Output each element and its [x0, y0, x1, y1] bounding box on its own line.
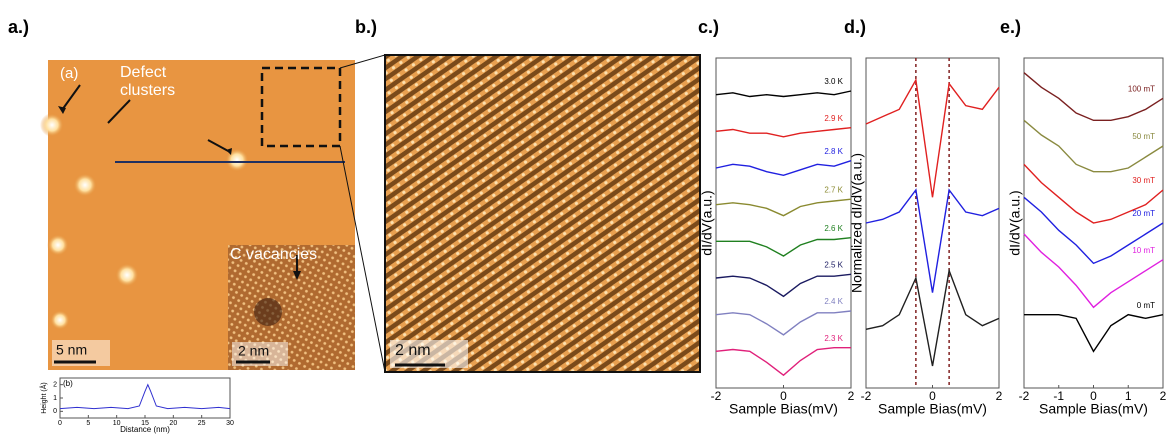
series-line	[715, 126, 852, 138]
image-b	[339, 54, 701, 373]
x-axis-label: Distance (nm)	[120, 425, 170, 434]
vacancy	[254, 298, 282, 326]
x-tick-label: -2	[711, 389, 722, 403]
y-tick-label: 2	[53, 382, 57, 389]
y-axis-label: Normalized dI/dV(a.u.)	[849, 153, 865, 293]
series-line	[1023, 72, 1164, 122]
series-label: 2.5 K	[824, 260, 843, 269]
scale-label: 2 nm	[238, 343, 269, 359]
x-tick-label: 2	[996, 389, 1003, 403]
x-tick-label: 5	[86, 420, 90, 427]
series-label: 2.9 K	[824, 114, 843, 123]
scale-label: 2 nm	[395, 342, 431, 359]
image-label: (a)	[60, 65, 78, 82]
scale-bg	[390, 340, 468, 368]
series-line	[865, 77, 1000, 198]
y-tick-label: 1	[53, 395, 57, 402]
series-label: 2.7 K	[824, 185, 843, 194]
x-tick-label: -2	[861, 389, 872, 403]
x-axis-label: Sample Bias(mV)	[1039, 401, 1148, 417]
x-tick-label: 20	[169, 420, 177, 427]
series-line	[1024, 313, 1164, 353]
arrows	[61, 84, 298, 275]
series-label: 30 mT	[1132, 176, 1155, 185]
series-label: 2.4 K	[824, 297, 843, 306]
series-label: 2.3 K	[824, 334, 843, 343]
series-line	[865, 268, 1000, 367]
panel-label: c.)	[698, 17, 719, 37]
zoom-lines	[339, 54, 386, 373]
x-tick-label: -2	[1019, 389, 1030, 403]
series-line	[865, 188, 1000, 293]
series-label: 10 mT	[1132, 246, 1155, 255]
series-label: 2.6 K	[824, 224, 843, 233]
series-label: 3.0 K	[824, 77, 843, 86]
x-tick-label: 1	[1125, 389, 1132, 403]
series-line	[59, 383, 231, 410]
scale-label: 5 nm	[56, 342, 87, 358]
image-a	[40, 60, 355, 370]
defect	[40, 113, 64, 137]
series-line	[715, 346, 851, 377]
x-axis-label: Sample Bias(mV)	[729, 401, 838, 417]
defect	[50, 310, 70, 330]
x-tick-label: 0	[1090, 389, 1097, 403]
y-axis-label: dI/dV(a.u.)	[1007, 190, 1023, 255]
plot-frame	[59, 377, 231, 419]
series-line	[715, 273, 852, 298]
defect	[73, 173, 97, 197]
series-line	[1023, 163, 1164, 224]
defect	[115, 263, 139, 287]
series-line	[715, 198, 852, 217]
plot-frame	[865, 57, 1000, 389]
y-axis-label: Height (Å)	[39, 382, 48, 414]
series-label: 0 mT	[1137, 301, 1155, 310]
series-line	[1023, 233, 1164, 309]
series-line	[1023, 196, 1164, 265]
series-line	[716, 236, 852, 257]
series-line	[715, 310, 852, 336]
series-label: 2.8 K	[824, 147, 843, 156]
panel-label: a.)	[8, 17, 29, 37]
x-tick-label: 30	[226, 420, 234, 427]
series-label: 100 mT	[1128, 84, 1155, 93]
series-line	[715, 160, 852, 177]
x-tick-label: 25	[198, 420, 206, 427]
x-tick-label: 0	[929, 389, 936, 403]
series-line	[1023, 119, 1164, 173]
defect	[47, 234, 69, 256]
annotation: C vacancies	[230, 246, 317, 263]
panel-label: e.)	[1000, 17, 1021, 37]
x-tick-label: 2	[848, 389, 855, 403]
annotation: Defect clusters	[120, 64, 176, 99]
x-tick-label: 10	[113, 420, 121, 427]
series-line	[715, 90, 852, 98]
x-tick-label: 15	[141, 420, 149, 427]
y-tick-label: 0	[53, 408, 57, 415]
x-tick-label: 0	[58, 420, 62, 427]
panel-label: b.)	[355, 17, 377, 37]
series-label: 20 mT	[1132, 209, 1155, 218]
x-tick-label: 0	[780, 389, 787, 403]
series-label: 50 mT	[1132, 132, 1155, 141]
zoom-box	[260, 66, 342, 148]
x-tick-label: 2	[1160, 389, 1167, 403]
x-tick-label: -1	[1053, 389, 1064, 403]
panel-label: d.)	[844, 17, 866, 37]
chart-label: (b)	[63, 379, 73, 388]
y-axis-label: dI/dV(a.u.)	[699, 190, 715, 255]
stm-image	[384, 54, 701, 373]
x-axis-label: Sample Bias(mV)	[878, 401, 987, 417]
